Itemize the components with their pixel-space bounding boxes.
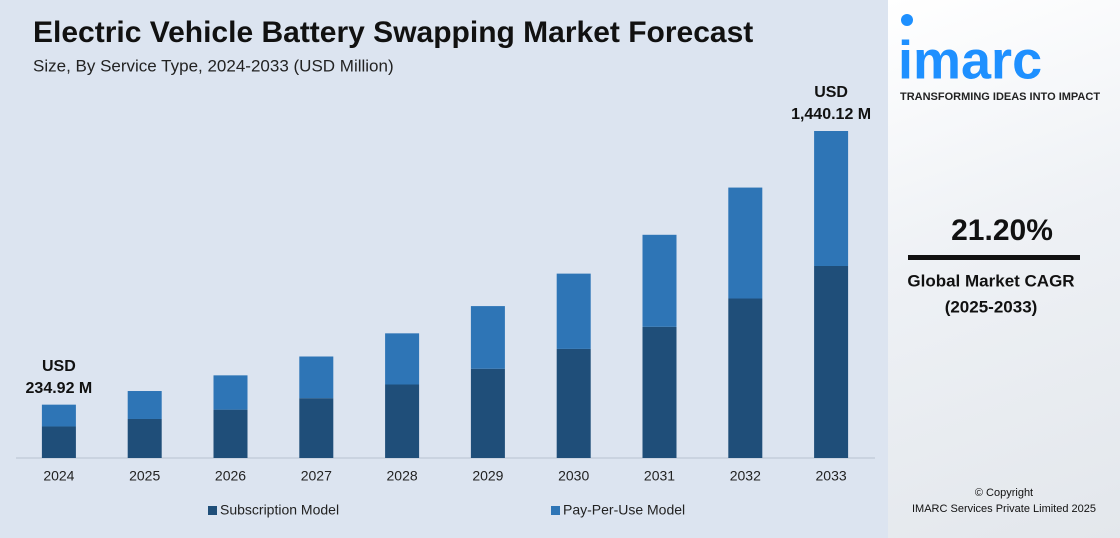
legend-label: Pay-Per-Use Model bbox=[563, 502, 685, 518]
chart-title: Electric Vehicle Battery Swapping Market… bbox=[33, 16, 753, 49]
x-tick-label: 2028 bbox=[387, 468, 418, 484]
bar-segment bbox=[41, 404, 76, 427]
bar-segment bbox=[385, 333, 420, 385]
x-tick-label: 2032 bbox=[730, 468, 761, 484]
cagr-rule bbox=[908, 255, 1080, 260]
bar-segment bbox=[556, 348, 591, 458]
x-tick-label: 2025 bbox=[129, 468, 160, 484]
copyright-holder: IMARC Services Private Limited 2025 bbox=[912, 503, 1096, 515]
x-tick-label: 2033 bbox=[816, 468, 847, 484]
bar-segment bbox=[642, 326, 677, 458]
x-tick-label: 2029 bbox=[472, 468, 503, 484]
chart: Electric Vehicle Battery Swapping Market… bbox=[0, 0, 888, 538]
legend-swatch bbox=[208, 506, 217, 515]
bar-segment bbox=[41, 426, 76, 458]
bar-segment bbox=[127, 418, 162, 458]
bar-segment bbox=[213, 409, 248, 458]
cagr-label: Global Market CAGR bbox=[907, 271, 1074, 290]
cagr-period: (2025-2033) bbox=[945, 297, 1038, 316]
annotation: 234.92 M bbox=[26, 380, 93, 397]
logo-dot bbox=[901, 14, 913, 26]
bar-segment bbox=[299, 398, 334, 458]
legend-swatch bbox=[551, 506, 560, 515]
x-tick-label: 2027 bbox=[301, 468, 332, 484]
x-tick-label: 2030 bbox=[558, 468, 589, 484]
bar-segment bbox=[728, 187, 763, 299]
cagr-value: 21.20% bbox=[951, 214, 1053, 247]
logo: imarc bbox=[898, 30, 1042, 90]
bar-segment bbox=[814, 265, 849, 458]
bar-segment bbox=[470, 368, 505, 458]
bar-segment bbox=[556, 273, 591, 349]
bar-segment bbox=[470, 306, 505, 369]
tagline: TRANSFORMING IDEAS INTO IMPACT bbox=[900, 91, 1100, 103]
chart-subtitle: Size, By Service Type, 2024-2033 (USD Mi… bbox=[33, 56, 394, 75]
x-tick-label: 2026 bbox=[215, 468, 246, 484]
bar-segment bbox=[642, 234, 677, 327]
bar-segment bbox=[213, 375, 248, 410]
copyright: © Copyright bbox=[975, 487, 1033, 499]
bar-segment bbox=[385, 384, 420, 458]
bar-segment bbox=[299, 356, 334, 399]
sidebar: imarc TRANSFORMING IDEAS INTO IMPACT 21.… bbox=[888, 0, 1120, 538]
annotation: USD bbox=[814, 84, 848, 101]
bar-segment bbox=[127, 391, 162, 419]
x-tick-label: 2031 bbox=[644, 468, 675, 484]
bar-segment bbox=[728, 298, 763, 458]
sidebar-graphic: imarc TRANSFORMING IDEAS INTO IMPACT 21.… bbox=[898, 14, 1100, 515]
legend-label: Subscription Model bbox=[220, 502, 339, 518]
bar-segment bbox=[814, 131, 849, 266]
annotation: USD bbox=[42, 358, 76, 375]
annotation: 1,440.12 M bbox=[791, 106, 871, 123]
x-tick-label: 2024 bbox=[43, 468, 74, 484]
